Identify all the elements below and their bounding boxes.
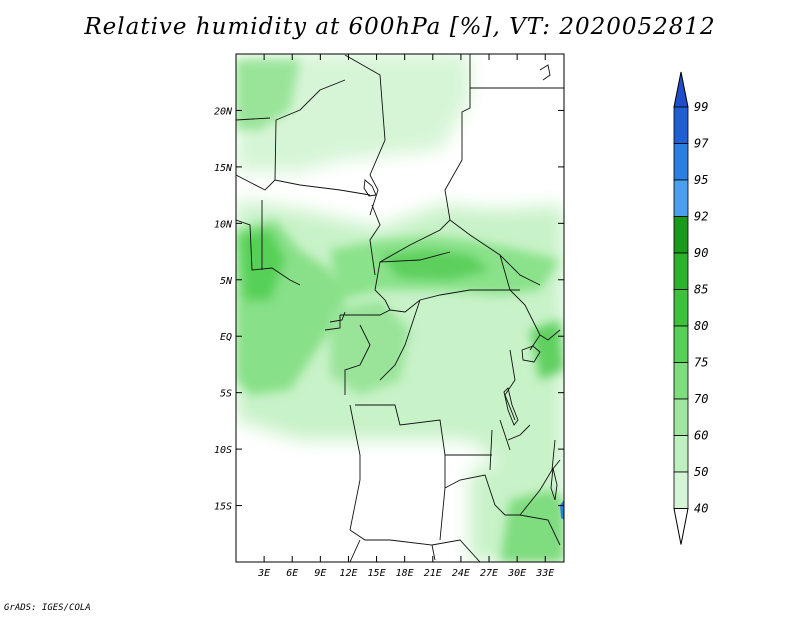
colorbar-top-arrow [673,71,689,108]
colorbar-segment [673,252,689,290]
lon-tick-label: 3E [257,568,270,579]
lat-tick-label: EQ [220,332,232,343]
map-panel: 20N 15N 10N 5N EQ 5S 10S 15S 3E 6E 9E 12E 15E 18E 21E… [214,53,565,579]
colorbar-level-label: 75 [694,356,708,370]
lake-victoria-outline [521,345,541,363]
lon-tick-label: 12E [339,568,357,579]
colorbar-level-label: 95 [694,173,708,187]
boundary-lines [236,54,564,562]
lat-tick-label: 20N [214,106,233,117]
lake-malawi-outline [550,467,558,501]
humidity-zone-nw [236,60,300,130]
colorbar-level-label: 70 [694,392,708,406]
colorbar-bottom-arrow [673,508,689,545]
lat-tick-label: 10S [214,445,232,456]
lat-tick-label: 5N [220,276,233,287]
humidity-zone-saturated [560,500,564,520]
lon-tick-label: 18E [396,568,414,579]
grads-credit: GrADS: IGES/COLA [4,603,91,613]
colorbar-level-label: 92 [694,210,708,224]
colorbar-segment [673,143,689,181]
colorbar-level-label: 50 [694,465,708,479]
humidity-zone-core-east [530,320,564,380]
red-sea-coast [539,64,551,81]
colorbar-segment [673,179,689,217]
map-frame [235,53,565,563]
lon-tick-label: 15E [368,568,386,579]
lat-tick-label: 15N [214,163,233,174]
colorbar-segment [673,435,689,473]
lake-chad-outline [363,179,377,197]
humidity-zone-core-north [380,250,490,280]
colorbar-level-label: 85 [694,283,708,297]
longitude-axis: 3E 6E 9E 12E 15E 18E 21E 24E 27E 30E 33E [257,54,554,579]
political-boundaries [236,54,564,562]
map-title: Relative humidity at 600hPa [%], VT: 202… [84,14,716,40]
colorbar-segment [673,106,689,144]
humidity-fill [236,54,564,562]
humidity-zone-congo [330,300,410,395]
humidity-zone-se [500,490,564,562]
colorbar-level-label: 40 [694,502,708,516]
colorbar-segment [673,362,689,400]
colorbar-level-label: 60 [694,429,708,443]
lon-tick-label: 24E [452,568,470,579]
lon-tick-label: 21E [424,568,442,579]
lon-tick-label: 6E [286,568,298,579]
lon-tick-label: 27E [480,568,498,579]
lat-tick-label: 10N [214,219,233,230]
colorbar-level-label: 99 [694,100,708,114]
colorbar: 99 97 95 92 90 85 80 75 70 60 50 40 [673,71,709,545]
lon-tick-label: 9E [314,568,326,579]
colorbar-segment [673,289,689,327]
colorbar-level-label: 90 [694,246,708,260]
latitude-axis: 20N 15N 10N 5N EQ 5S 10S 15S [214,106,564,513]
colorbar-segment [673,325,689,363]
colorbar-segment [673,216,689,254]
lat-tick-label: 15S [214,502,232,513]
lon-tick-label: 33E [535,568,554,579]
lake-tanganyika-outline [503,387,519,426]
colorbar-segment [673,398,689,436]
lat-tick-label: 5S [220,389,232,400]
colorbar-segment [673,471,689,509]
lon-tick-label: 30E [507,568,526,579]
colorbar-level-label: 97 [694,137,709,151]
colorbar-level-label: 80 [694,319,708,333]
